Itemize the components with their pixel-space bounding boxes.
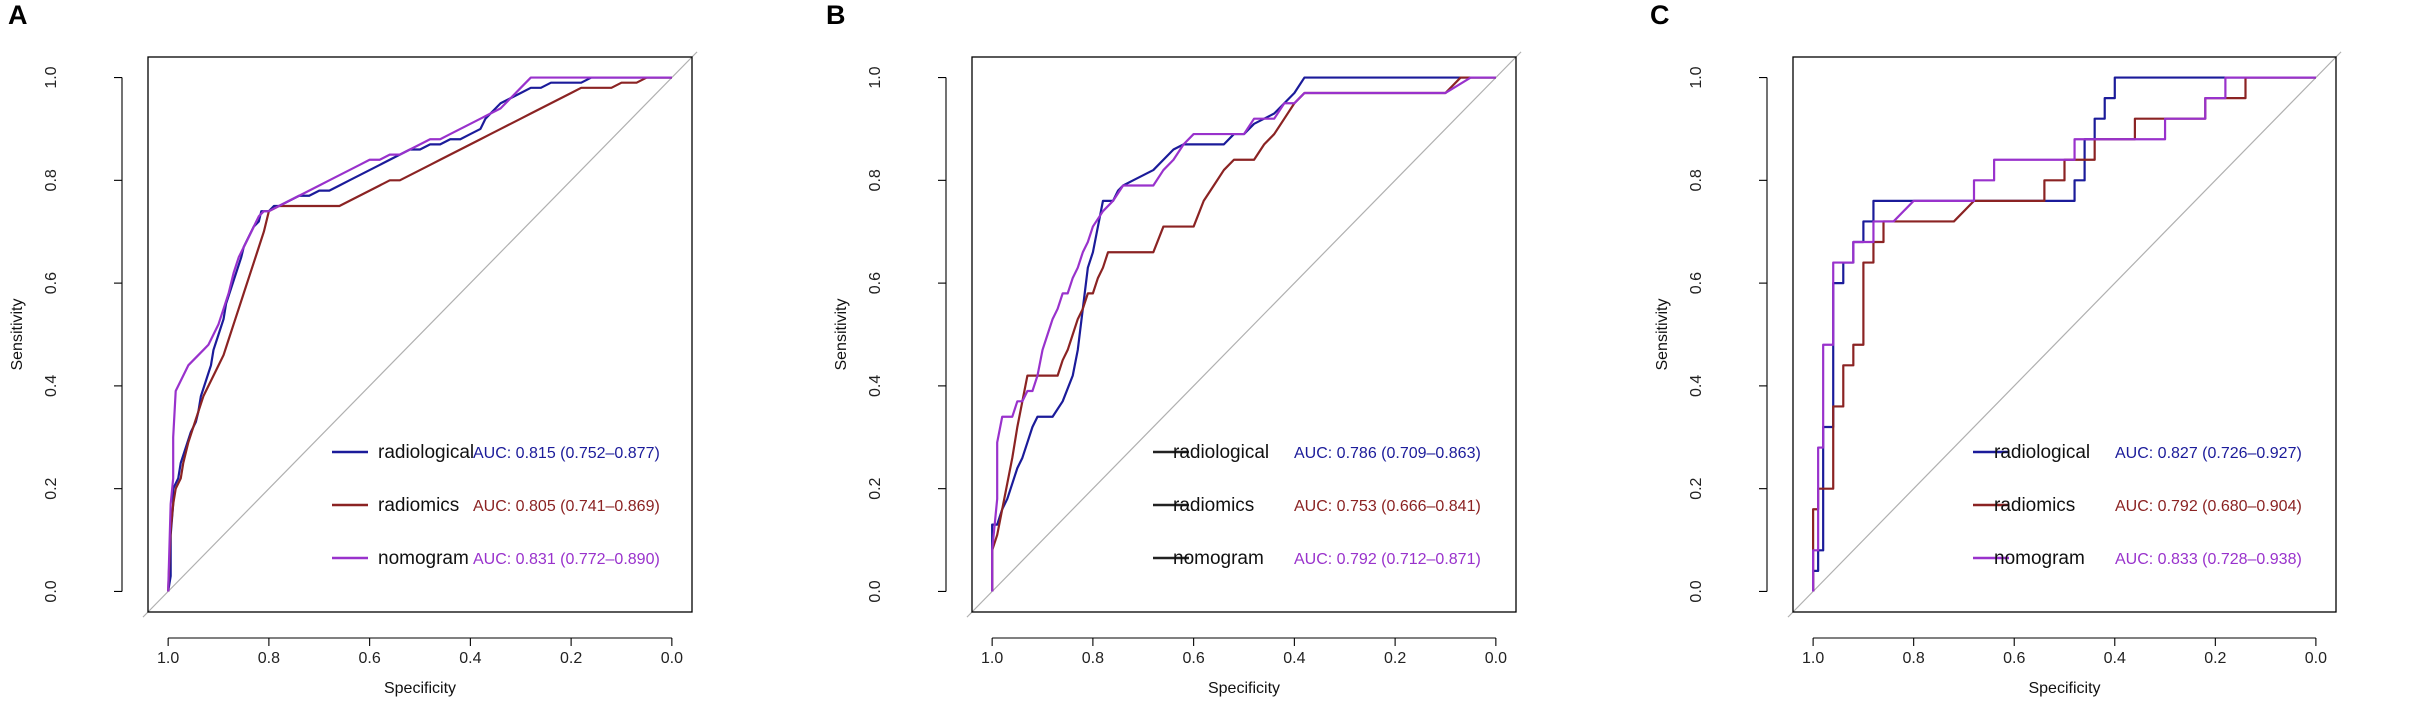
panel-letter: A xyxy=(8,0,28,30)
panel-letter: B xyxy=(826,0,846,30)
y-tick-label: 0.8 xyxy=(867,169,884,191)
auc-label-radiomics: AUC: 0.753 (0.666–0.841) xyxy=(1294,498,1481,515)
y-tick-label: 0.0 xyxy=(867,580,884,602)
x-tick-label: 1.0 xyxy=(1802,650,1824,667)
legend-label-radiomics: radiomics xyxy=(1173,495,1254,516)
diagonal-reference-line xyxy=(1787,51,2342,618)
roc-panel-a: A 0.0 0.2 0.4 0.6 0.8 1.0 Sensitivity 1.0 0.8 0.6 0… xyxy=(8,0,698,697)
roc-curve-nomogram xyxy=(1812,76,2316,592)
y-tick-label: 0.2 xyxy=(1688,477,1705,499)
auc-label-nomogram: AUC: 0.833 (0.728–0.938) xyxy=(2115,551,2302,568)
y-tick-label: 0.4 xyxy=(1688,375,1705,397)
auc-label-radiological: AUC: 0.786 (0.709–0.863) xyxy=(1294,445,1481,462)
roc-panel-b: B 0.0 0.2 0.4 0.6 0.8 1.0 Sensitivity 1.0 0.8 0.6 0… xyxy=(826,0,1522,697)
x-tick-label: 1.0 xyxy=(157,650,179,667)
legend: radiological AUC: 0.827 (0.726–0.927) radi… xyxy=(1973,442,2302,569)
auc-label-radiomics: AUC: 0.805 (0.741–0.869) xyxy=(473,498,660,515)
x-tick-label: 0.2 xyxy=(1384,650,1406,667)
y-tick-label: 0.0 xyxy=(43,580,60,602)
y-tick-label: 1.0 xyxy=(867,66,884,88)
auc-label-radiological: AUC: 0.815 (0.752–0.877) xyxy=(473,445,660,462)
x-tick-label: 0.4 xyxy=(1283,650,1305,667)
auc-label-radiological: AUC: 0.827 (0.726–0.927) xyxy=(2115,445,2302,462)
y-tick-label: 0.6 xyxy=(43,272,60,294)
x-tick-label: 0.6 xyxy=(2003,650,2025,667)
x-tick-label: 1.0 xyxy=(981,650,1003,667)
y-tick-label: 0.6 xyxy=(867,272,884,294)
y-tick-label: 0.8 xyxy=(43,169,60,191)
y-tick-label: 0.8 xyxy=(1688,169,1705,191)
y-axis-label: Sensitivity xyxy=(833,298,850,370)
y-tick-label: 0.0 xyxy=(1688,580,1705,602)
plot-frame xyxy=(971,56,1517,613)
y-tick-label: 1.0 xyxy=(43,66,60,88)
x-tick-label: 0.0 xyxy=(1485,650,1507,667)
y-tick-label: 0.2 xyxy=(867,477,884,499)
plot-frame xyxy=(147,56,693,613)
y-tick-label: 0.4 xyxy=(43,375,60,397)
x-tick-label: 0.0 xyxy=(2305,650,2327,667)
auc-label-nomogram: AUC: 0.792 (0.712–0.871) xyxy=(1294,551,1481,568)
y-tick-label: 1.0 xyxy=(1688,66,1705,88)
legend-label-radiomics: radiomics xyxy=(378,495,459,516)
legend-label-nomogram: nomogram xyxy=(1173,548,1264,569)
x-axis-label: Specificity xyxy=(384,680,456,697)
x-tick-label: 0.2 xyxy=(560,650,582,667)
auc-label-nomogram: AUC: 0.831 (0.772–0.890) xyxy=(473,551,660,568)
x-tick-label: 0.6 xyxy=(1183,650,1205,667)
x-axis-label: Specificity xyxy=(1208,680,1280,697)
x-tick-label: 0.4 xyxy=(2104,650,2126,667)
y-tick-label: 0.2 xyxy=(43,477,60,499)
plot-frame xyxy=(1792,56,2337,613)
y-tick-label: 0.4 xyxy=(867,375,884,397)
x-tick-label: 0.4 xyxy=(459,650,481,667)
legend-label-radiomics: radiomics xyxy=(1994,495,2075,516)
legend-label-radiological: radiological xyxy=(1994,442,2090,463)
legend-label-nomogram: nomogram xyxy=(378,548,469,569)
y-axis-label: Sensitivity xyxy=(1654,298,1671,370)
legend-label-radiological: radiological xyxy=(1173,442,1269,463)
x-tick-label: 0.8 xyxy=(258,650,280,667)
x-tick-label: 0.8 xyxy=(1903,650,1925,667)
roc-panel-c: C 0.0 0.2 0.4 0.6 0.8 1.0 Sensitivity 1.0 0.8 0.6 0… xyxy=(1650,0,2342,697)
x-tick-label: 0.0 xyxy=(661,650,683,667)
x-tick-label: 0.2 xyxy=(2204,650,2226,667)
diagonal-reference-line xyxy=(142,51,698,618)
panel-letter: C xyxy=(1650,0,1670,30)
auc-label-radiomics: AUC: 0.792 (0.680–0.904) xyxy=(2115,498,2302,515)
x-axis-label: Specificity xyxy=(2028,680,2100,697)
x-tick-label: 0.8 xyxy=(1082,650,1104,667)
roc-curve-radiological xyxy=(167,76,672,592)
roc-curve-nomogram xyxy=(167,76,672,592)
roc-curve-radiological xyxy=(991,76,1496,592)
roc-curve-radiomics xyxy=(167,76,672,592)
legend-label-radiological: radiological xyxy=(378,442,474,463)
diagonal-reference-line xyxy=(966,51,1522,618)
roc-curve-nomogram xyxy=(991,76,1496,592)
y-axis-label: Sensitivity xyxy=(9,298,26,370)
legend-label-nomogram: nomogram xyxy=(1994,548,2085,569)
legend: radiological AUC: 0.786 (0.709–0.863) radi… xyxy=(1153,442,1481,569)
y-tick-label: 0.6 xyxy=(1688,272,1705,294)
x-tick-label: 0.6 xyxy=(359,650,381,667)
